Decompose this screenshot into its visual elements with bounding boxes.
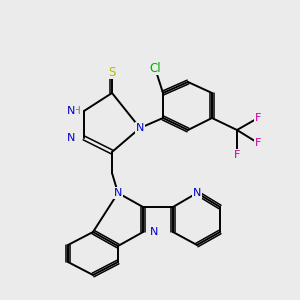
- Text: N: N: [136, 123, 144, 133]
- Text: F: F: [234, 150, 240, 160]
- Text: Cl: Cl: [149, 61, 161, 74]
- Text: N: N: [114, 188, 122, 198]
- Text: H: H: [73, 106, 81, 116]
- Text: N: N: [67, 106, 75, 116]
- Text: N: N: [67, 133, 75, 143]
- Text: F: F: [255, 113, 261, 123]
- Text: S: S: [108, 65, 116, 79]
- Text: N: N: [193, 188, 201, 198]
- Text: F: F: [255, 138, 261, 148]
- Text: N: N: [150, 227, 158, 237]
